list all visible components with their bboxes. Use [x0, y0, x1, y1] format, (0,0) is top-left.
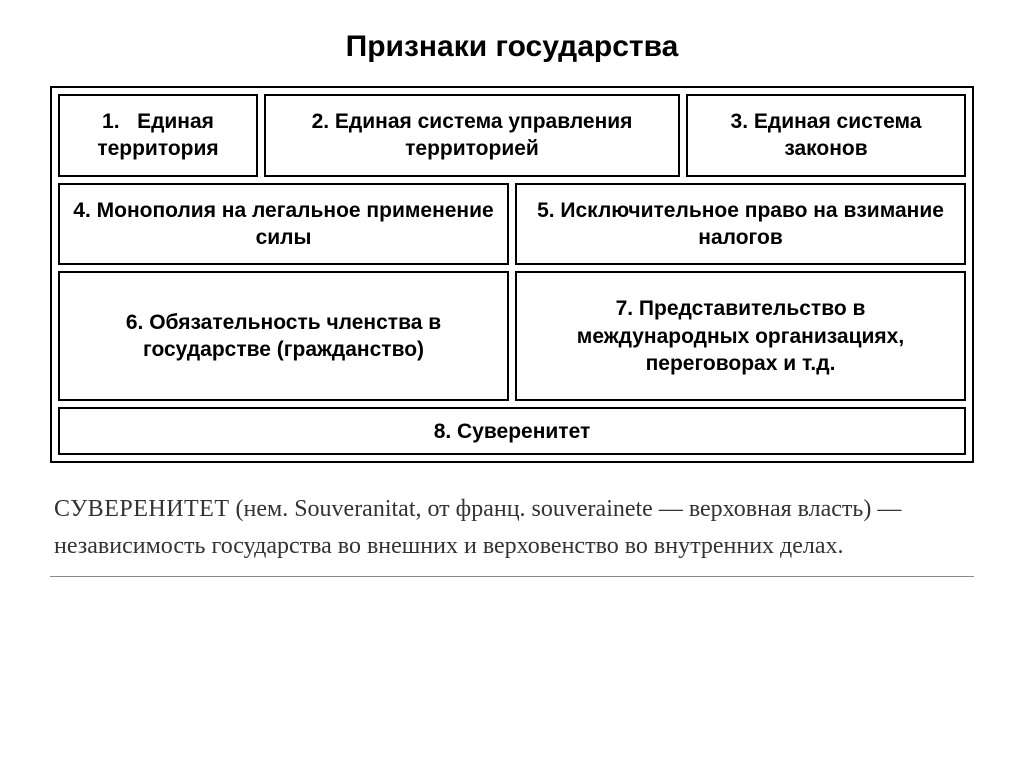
diagram-cell: 4. Монополия на легальное применение сил… — [58, 183, 509, 266]
diagram-cell: 6. Обязательность членства в государстве… — [58, 271, 509, 401]
diagram-row: 8. Суверенитет — [58, 407, 966, 455]
diagram-row: 1. Единая территория 2. Единая система у… — [58, 94, 966, 177]
diagram-cell: 3. Единая система законов — [686, 94, 966, 177]
diagram-row: 6. Обязательность членства в государстве… — [58, 271, 966, 401]
diagram-cell: 7. Представительство в международных орг… — [515, 271, 966, 401]
definition-etymology: (нем. Souveranitat, от франц. souveraine… — [236, 496, 872, 522]
diagram-cell: 8. Суверенитет — [58, 407, 966, 455]
diagram-cell: 2. Единая система управления территорией — [264, 94, 680, 177]
diagram-cell: 5. Исключительное право на взимание нало… — [515, 183, 966, 266]
diagram-container: 1. Единая территория 2. Единая система у… — [50, 86, 974, 463]
page-title: Признаки государства — [50, 30, 974, 64]
definition-term: СУВЕРЕНИТЕТ — [54, 496, 230, 522]
diagram-cell: 1. Единая территория — [58, 94, 258, 177]
definition-block: СУВЕРЕНИТЕТ (нем. Souveranitat, от франц… — [50, 491, 974, 576]
diagram-row: 4. Монополия на легальное применение сил… — [58, 183, 966, 266]
